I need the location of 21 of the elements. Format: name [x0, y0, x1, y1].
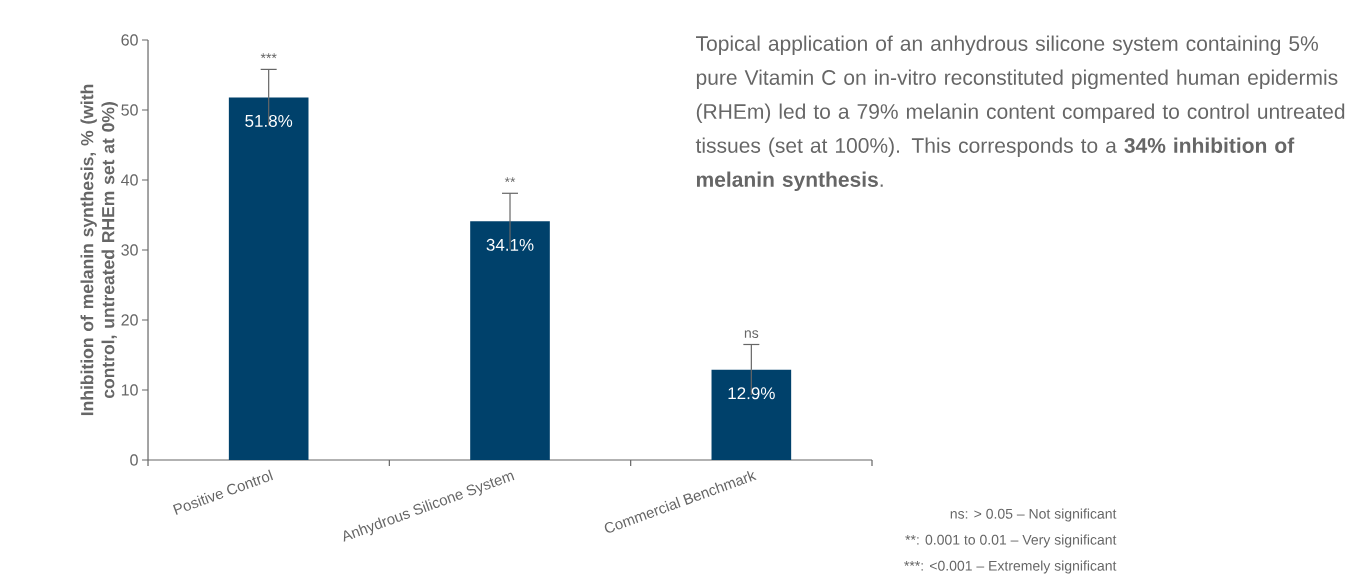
- data-label: 12.9%: [728, 387, 775, 400]
- y-tick-label: 50: [121, 104, 138, 116]
- annotation: ns: [744, 330, 759, 338]
- bar: [711, 369, 792, 460]
- bar: [470, 221, 550, 460]
- data-label: 51.8%: [245, 114, 293, 127]
- y-tick-label: 60: [121, 34, 138, 46]
- y-tick-label: 30: [121, 244, 138, 256]
- text: Topical application of an anhydrous silicone system containing 5% pure Vitamin C on in-vitro reconstituted pigmented human epidermis (RHEm) led to a 79% melanin content compared to control untreated tissues (set at 100%). This corresponds to a 34% inhibition of melanin synthesis.: [695, 35, 1345, 192]
- y-tick-label: 40: [121, 174, 138, 186]
- y-tick-label: 10: [121, 384, 138, 396]
- data-label: 34.1%: [486, 238, 534, 251]
- y-axis-title: Inhibition of melanin synthesis, % (with control, untreated RHEm set at 0%): [80, 84, 118, 416]
- annotation: ***: [260, 53, 277, 59]
- text: **: 0.001 to 0.01 – Very significant: [905, 534, 1117, 548]
- text: ***: <0.001 – Extremely significant: [904, 560, 1117, 574]
- annotation: **: [504, 177, 516, 183]
- bar: [228, 97, 309, 460]
- y-tick-label: 0: [130, 454, 138, 466]
- text: ns: > 0.05 – Not significant: [950, 508, 1117, 522]
- y-tick-label: 20: [121, 314, 138, 326]
